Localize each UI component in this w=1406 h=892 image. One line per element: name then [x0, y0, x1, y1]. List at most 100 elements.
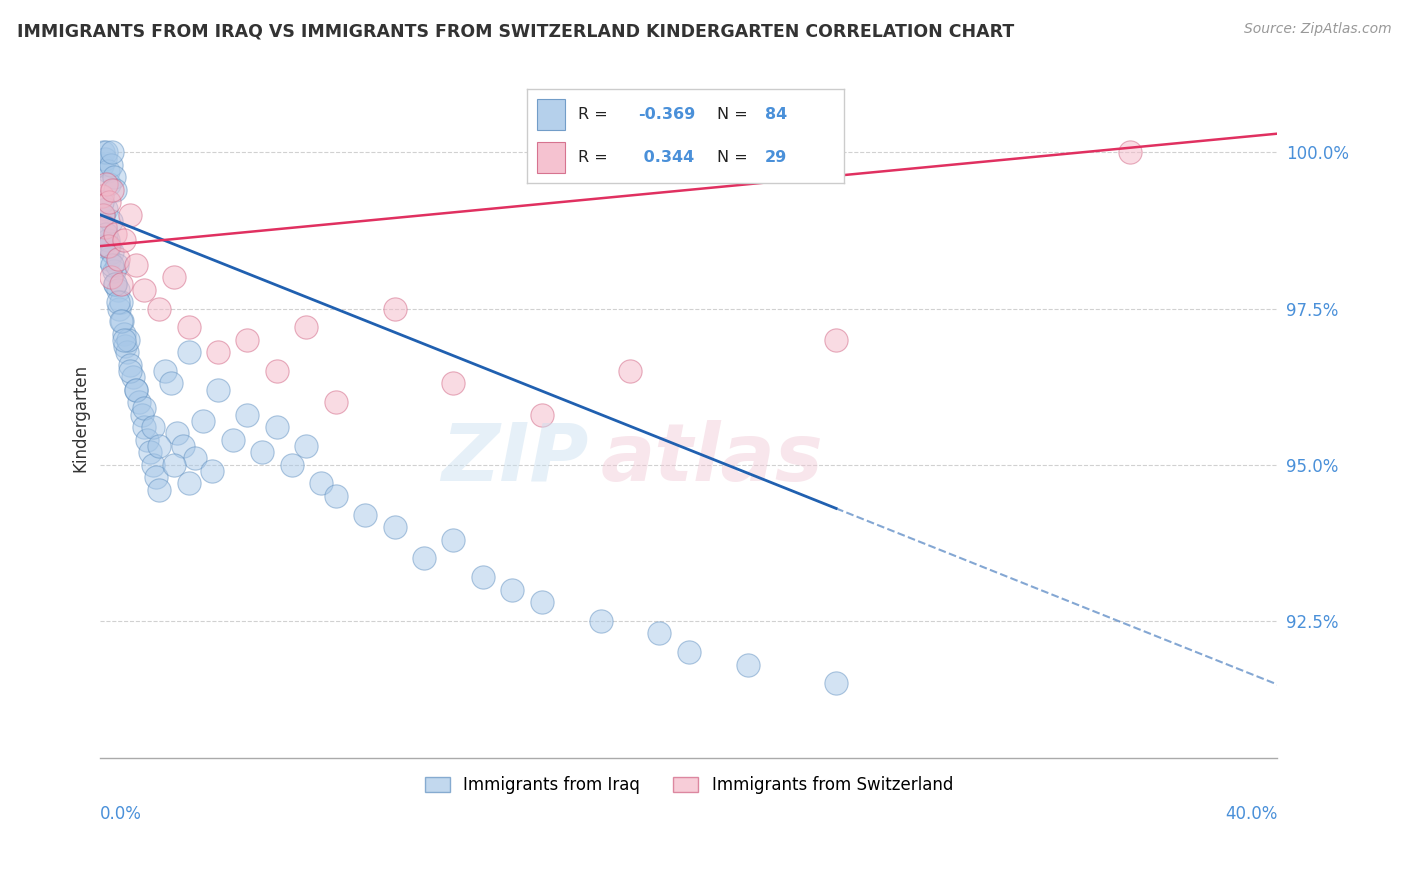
Point — [325, 395, 347, 409]
Point — [166, 426, 188, 441]
Point — [100, 270, 122, 285]
Point — [118, 364, 141, 378]
Point — [90, 189, 112, 203]
Point — [530, 595, 553, 609]
Point — [134, 401, 156, 416]
Point — [97, 233, 120, 247]
Text: R =: R = — [578, 150, 613, 165]
Point — [250, 445, 273, 459]
Text: N =: N = — [717, 150, 754, 165]
Point — [266, 364, 288, 378]
Point — [384, 301, 406, 316]
Bar — [537, 98, 565, 130]
Point — [98, 239, 121, 253]
Point — [105, 258, 128, 272]
Point — [101, 258, 124, 272]
Text: Source: ZipAtlas.com: Source: ZipAtlas.com — [1244, 22, 1392, 37]
Point — [91, 208, 114, 222]
Point — [94, 152, 117, 166]
Text: 29: 29 — [765, 150, 787, 165]
Point — [136, 433, 159, 447]
Point — [172, 439, 194, 453]
Point — [142, 458, 165, 472]
Point — [91, 145, 114, 160]
Point — [96, 202, 118, 216]
Point — [443, 376, 465, 391]
Point — [100, 158, 122, 172]
Point — [148, 483, 170, 497]
Point — [183, 451, 205, 466]
Text: 0.344: 0.344 — [638, 150, 695, 165]
Point — [104, 277, 127, 291]
Point — [153, 364, 176, 378]
Point — [280, 458, 302, 472]
Point — [96, 177, 118, 191]
Text: -0.369: -0.369 — [638, 107, 695, 122]
Point — [134, 283, 156, 297]
Point — [117, 333, 139, 347]
Point — [97, 164, 120, 178]
Point — [471, 570, 494, 584]
Point — [100, 214, 122, 228]
Point — [101, 145, 124, 160]
Text: 84: 84 — [765, 107, 787, 122]
Point — [90, 195, 112, 210]
Point — [90, 158, 112, 172]
Bar — [537, 142, 565, 173]
Point — [131, 408, 153, 422]
Point — [104, 183, 127, 197]
Point — [145, 470, 167, 484]
Point — [124, 383, 146, 397]
Point — [103, 170, 125, 185]
Point — [107, 252, 129, 266]
Point — [124, 258, 146, 272]
Point — [177, 320, 200, 334]
Point — [112, 233, 135, 247]
Point — [177, 345, 200, 359]
Point — [177, 476, 200, 491]
Point — [295, 320, 318, 334]
Point — [101, 245, 124, 260]
Point — [103, 264, 125, 278]
Point — [107, 295, 129, 310]
Point — [148, 301, 170, 316]
Point — [354, 508, 377, 522]
Point — [111, 314, 134, 328]
Point — [295, 439, 318, 453]
Point — [266, 420, 288, 434]
Point — [163, 458, 186, 472]
Point — [737, 657, 759, 672]
Point — [163, 270, 186, 285]
Point — [121, 370, 143, 384]
Text: R =: R = — [578, 107, 613, 122]
Point — [96, 227, 118, 241]
Point — [530, 408, 553, 422]
Text: IMMIGRANTS FROM IRAQ VS IMMIGRANTS FROM SWITZERLAND KINDERGARTEN CORRELATION CHA: IMMIGRANTS FROM IRAQ VS IMMIGRANTS FROM … — [17, 22, 1014, 40]
Legend: Immigrants from Iraq, Immigrants from Switzerland: Immigrants from Iraq, Immigrants from Sw… — [418, 770, 960, 801]
Point — [94, 220, 117, 235]
Point — [108, 301, 131, 316]
Point — [148, 439, 170, 453]
Point — [112, 326, 135, 341]
Point — [115, 345, 138, 359]
Point — [110, 295, 132, 310]
Point — [110, 277, 132, 291]
Point — [443, 533, 465, 547]
Point — [107, 283, 129, 297]
Point — [160, 376, 183, 391]
Point — [589, 614, 612, 628]
Text: atlas: atlas — [600, 419, 824, 498]
Point — [112, 333, 135, 347]
Point — [193, 414, 215, 428]
Point — [501, 582, 523, 597]
Point — [825, 333, 848, 347]
Point — [619, 364, 641, 378]
Point — [98, 195, 121, 210]
Point — [91, 239, 114, 253]
Point — [118, 358, 141, 372]
Point — [128, 395, 150, 409]
Point — [124, 383, 146, 397]
Point — [325, 489, 347, 503]
Text: 0.0%: 0.0% — [100, 805, 142, 823]
Point — [142, 420, 165, 434]
